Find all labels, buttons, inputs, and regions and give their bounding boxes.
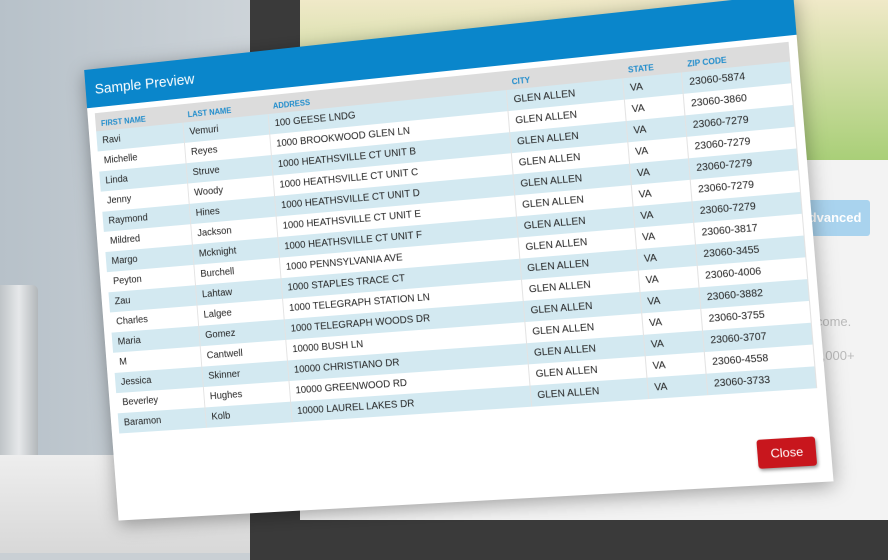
table-cell: Baramon <box>117 407 207 434</box>
preview-table: FIRST NAME LAST NAME ADDRESS CITY STATE ZIP C… <box>94 41 817 434</box>
sample-preview-modal: Sample Preview FIRST NAME LAST NAME ADDRES… <box>84 0 834 521</box>
table-cell: Kolb <box>204 401 292 428</box>
table-cell: VA <box>646 373 709 400</box>
close-button[interactable]: Close <box>756 436 818 469</box>
brush-cup <box>0 285 38 460</box>
